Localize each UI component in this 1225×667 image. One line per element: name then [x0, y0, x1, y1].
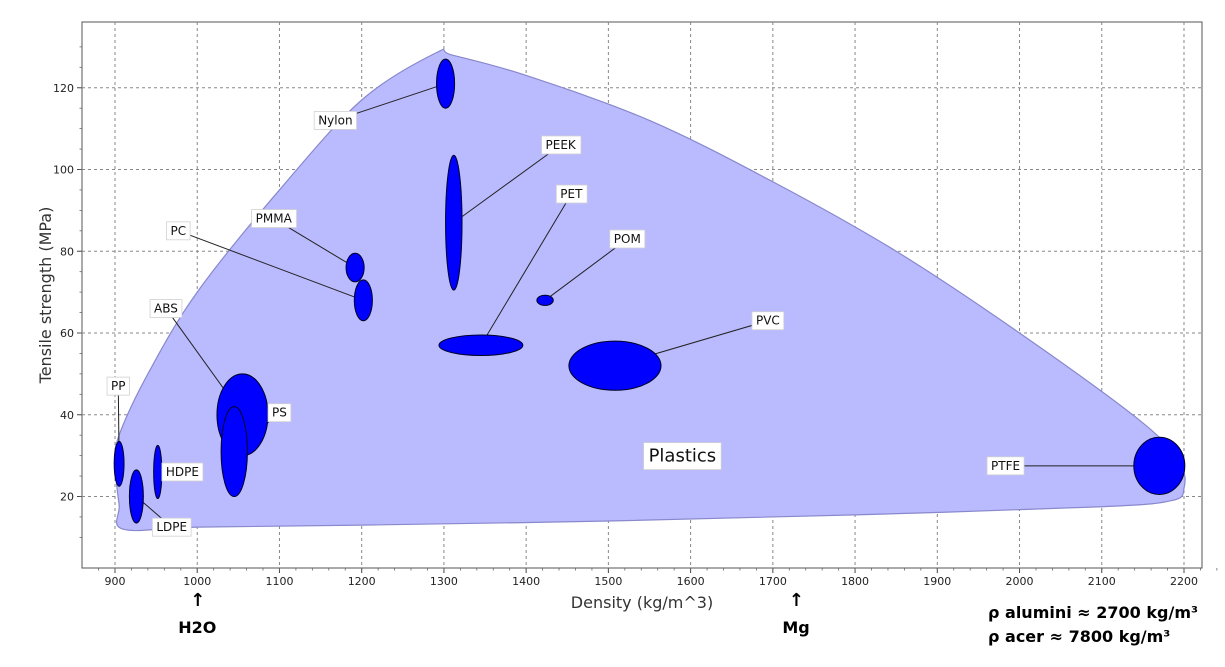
arrow-0: ↑ — [190, 590, 206, 611]
label-ldpe: LDPE — [151, 517, 192, 537]
label-nylon: Nylon — [313, 111, 357, 130]
leader-pet — [480, 193, 572, 346]
leader-peek — [453, 144, 561, 224]
bubble-ps — [220, 406, 248, 498]
label-pmma: PMMA — [251, 209, 297, 228]
y-tick-label: 20 — [60, 491, 74, 504]
y-axis-label: Tensile strength (MPa) — [36, 207, 55, 385]
x-tick-label: 1000 — [183, 575, 211, 588]
label-text-pmma: PMMA — [256, 212, 293, 226]
label-pvc: PVC — [751, 311, 785, 331]
y-axis-ticks: 20 40 60 80 100 120 — [53, 46, 82, 538]
x-tick-label: 1200 — [348, 575, 376, 588]
x-tick-label: 1300 — [430, 575, 458, 588]
label-text-nylon: Nylon — [318, 113, 352, 127]
label-text-hdpe: HDPE — [166, 465, 199, 479]
x-tick-label: 1600 — [677, 575, 705, 588]
label-peek: PEEK — [541, 135, 582, 155]
x-tick-label: 1700 — [759, 575, 787, 588]
leader-pom — [544, 238, 628, 301]
bubble-peek — [445, 154, 463, 291]
label-pom: POM — [609, 229, 646, 249]
bubble-pc — [353, 279, 373, 322]
label-text-peek: PEEK — [546, 138, 577, 152]
arrow-label-0: H2O — [178, 618, 217, 637]
density-note-0: ρ alumini ≈ 2700 kg/m³ — [988, 603, 1198, 622]
y-tick-label: 40 — [60, 409, 74, 422]
y-tick-label: 60 — [60, 327, 74, 340]
y-tick-label: 100 — [53, 164, 74, 177]
x-tick-label: 1100 — [265, 575, 293, 588]
x-tick-label: 2000 — [1006, 575, 1034, 588]
label-text-abs: ABS — [154, 301, 178, 315]
arrow-label-1: Mg — [782, 618, 810, 637]
density-note-1: ρ acer ≈ 7800 kg/m³ — [988, 627, 1171, 646]
label-text-pp: PP — [111, 379, 125, 393]
label-text-pc: PC — [171, 224, 187, 238]
leader-pc — [178, 230, 364, 301]
label-pp: PP — [106, 376, 130, 396]
label-text-pom: POM — [614, 232, 641, 246]
label-pc: PC — [166, 221, 191, 241]
bubble-pvc — [568, 340, 662, 391]
bubble-pp — [113, 440, 125, 487]
y-tick-label: 80 — [60, 245, 74, 258]
label-text-ldpe: LDPE — [156, 520, 187, 534]
label-text-pet: PET — [560, 187, 583, 201]
label-abs: ABS — [149, 299, 183, 318]
bubble-pmma — [345, 252, 365, 283]
bubble-pom — [536, 294, 554, 306]
family-label: Plastics — [643, 442, 722, 471]
y-tick-label: 120 — [53, 82, 74, 95]
material-bubbles — [113, 58, 1186, 524]
label-hdpe: HDPE — [161, 462, 204, 482]
x-tick-label: 1500 — [594, 575, 622, 588]
arrow-1: ↑ — [788, 590, 804, 611]
x-axis-ticks: 900 1000 1100 1200 1300 1400 1500 1600 1700 1800 1… — [98, 568, 1218, 588]
label-text-pvc: PVC — [756, 314, 780, 328]
bubble-ldpe — [128, 469, 144, 524]
x-tick-label: 1900 — [923, 575, 951, 588]
label-text-ps: PS — [272, 406, 287, 420]
x-axis-label: Density (kg/m^3) — [571, 593, 713, 612]
bubble-nylon — [436, 58, 456, 109]
material-labels: Nylon PEEK PET POM PMMA PC ABS PS PP HDPE LDPE PVC P… — [106, 111, 1025, 537]
bubble-ptfe — [1133, 436, 1186, 495]
x-tick-label: 1800 — [841, 575, 869, 588]
plastics-envelope — [114, 48, 1186, 532]
x-tick-label: 900 — [105, 575, 126, 588]
label-text-ptfe: PTFE — [991, 459, 1020, 473]
label-pet: PET — [555, 184, 588, 204]
x-tick-label: 1400 — [512, 575, 540, 588]
label-ps: PS — [267, 403, 292, 423]
family-label-text: Plastics — [649, 446, 717, 467]
x-tick-label: 2200 — [1170, 575, 1198, 588]
bubble-pet — [438, 334, 524, 356]
label-ptfe: PTFE — [986, 456, 1025, 476]
bubble-hdpe — [153, 444, 163, 500]
x-tick-label: 2100 — [1088, 575, 1116, 588]
